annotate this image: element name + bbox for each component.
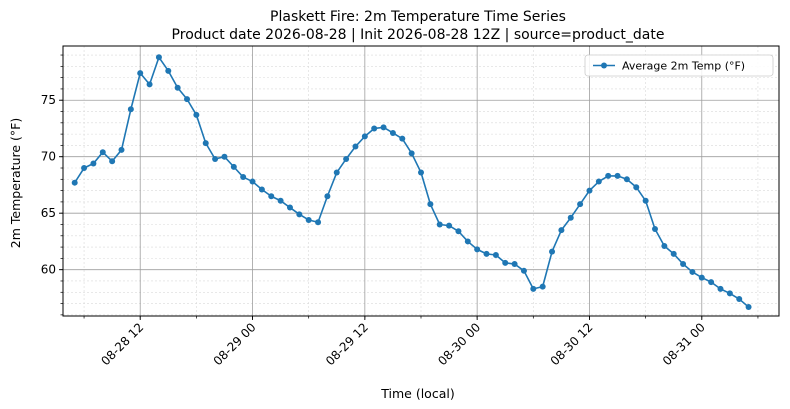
chart-subtitle: Product date 2026-08-28 | Init 2026-08-2… [172,27,665,43]
data-point [633,184,640,191]
data-point [71,179,78,186]
data-point [436,221,443,228]
data-point [90,160,97,167]
legend-box [584,54,774,77]
data-point [371,125,378,132]
data-point [249,178,256,185]
data-point [511,261,518,268]
data-point [165,67,172,74]
data-point [689,268,696,275]
data-point [642,197,649,204]
data-point [333,169,340,176]
data-point [193,111,200,118]
data-point [717,285,724,292]
data-point [352,143,359,150]
data-point [577,201,584,208]
data-point [661,242,668,249]
data-point [745,303,752,310]
data-point [296,211,303,218]
data-point [651,226,658,233]
legend-label: Average 2m Temp (°F) [622,60,745,73]
data-point [268,193,275,200]
data-point [698,274,705,281]
data-point [567,214,574,221]
data-point [202,140,209,147]
data-point [81,165,88,172]
data-point [118,146,125,153]
y-tick-label: 75 [41,93,56,107]
series-layer [71,54,752,310]
data-point [614,172,621,179]
data-point [230,163,237,170]
plot-frame [62,45,780,317]
data-point [474,246,481,253]
data-point [389,129,396,136]
data-point [605,172,612,179]
data-point [492,252,499,258]
data-point [380,124,387,131]
x-axis-label: Time (local) [380,386,454,401]
data-point [586,187,593,194]
data-point [418,169,424,176]
grid [63,46,779,316]
data-point [549,248,556,255]
data-point [530,285,537,292]
data-point [137,70,144,77]
data-point [99,149,106,156]
y-tick-label: 60 [41,263,56,277]
chart-title: Plaskett Fire: 2m Temperature Time Serie… [270,9,566,25]
data-point [315,219,322,226]
data-point [174,84,181,91]
data-point [286,204,293,211]
data-point [127,106,134,113]
data-point [324,193,331,200]
data-point [361,133,368,140]
data-point [623,176,630,183]
data-point [736,296,743,303]
data-point [408,150,415,157]
data-point [483,250,490,257]
data-point [708,279,715,286]
data-point [221,153,228,160]
data-point [520,267,527,274]
legend: Average 2m Temp (°F) [584,54,774,77]
data-point [427,201,434,208]
data-point [277,197,284,204]
data-point [446,222,453,229]
data-point [680,261,687,268]
data-point [502,259,509,266]
data-point [343,155,350,162]
data-point [305,216,312,223]
data-point [464,238,471,245]
data-point [155,54,162,61]
data-point [258,186,265,193]
data-point [399,135,406,142]
data-point [539,283,546,290]
data-point [670,250,677,257]
data-point [558,227,565,234]
data-point [109,158,116,165]
data-point [212,155,219,162]
y-axis-label: 2m Temperature (°F) [8,118,23,248]
legend-marker [601,62,607,69]
data-point [146,81,153,88]
y-tick-label: 65 [41,206,56,220]
y-tick-label: 70 [41,150,56,164]
data-point [726,290,733,297]
data-point [184,96,191,103]
data-point [240,174,247,181]
data-point [455,228,462,235]
data-point [595,178,602,185]
